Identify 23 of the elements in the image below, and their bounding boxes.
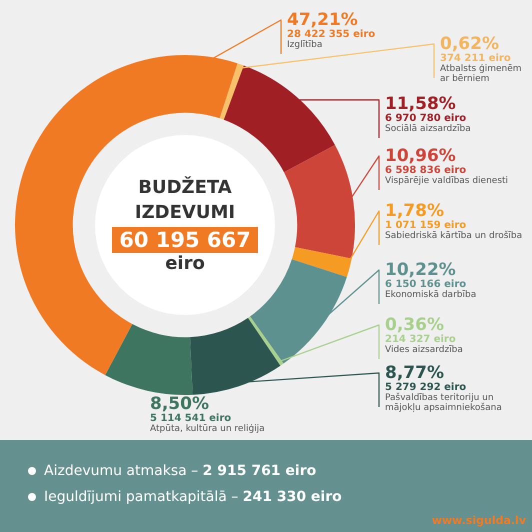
data-label: 0,36% 214 327 eiro bbox=[385, 315, 457, 345]
text: Ieguldījumi pamatkapitālā – 241 330 eiro bbox=[44, 489, 342, 505]
slice-label: Pašvaldības teritoriju un mājokļu apsaimniekošana bbox=[385, 393, 503, 414]
slice-label: Sabiedriskā kārtība un drošība bbox=[385, 231, 524, 242]
data-label: 0,62% 374 211 eiro bbox=[440, 34, 512, 64]
slice-label: Atpūta, kultūra un reliģija bbox=[150, 424, 266, 435]
data-label: 1,78% 1 071 159 eiro bbox=[385, 201, 468, 231]
slice-label: Sociālā aizsardzība bbox=[385, 124, 472, 135]
slice-label: Izglītība bbox=[287, 40, 324, 51]
slice-label: Atbalsts ģimenēm ar bērniem bbox=[440, 64, 523, 84]
data-label: 11,58% 6 970 780 eiro bbox=[385, 94, 468, 124]
data-label: 47,21% 28 422 355 eiro bbox=[287, 10, 376, 40]
data-label: 10,22% 6 150 166 eiro bbox=[385, 260, 468, 290]
slice-label: Vides aizsardzība bbox=[385, 345, 464, 356]
text: BUDŽETA IZDEVUMI bbox=[134, 176, 236, 224]
slice-label: Ekonomiskā darbība bbox=[385, 290, 478, 301]
data-label: 8,77% 5 279 292 eiro bbox=[385, 363, 468, 393]
text: Aizdevumu atmaksa – 2 915 761 eiro bbox=[44, 463, 316, 479]
text: 60 195 667 eiro bbox=[118, 226, 252, 274]
slice-label: Vispārējie valdības dienesti bbox=[385, 176, 510, 187]
data-label: 8,50% 5 114 541 eiro bbox=[150, 394, 232, 424]
data-label: 10,96% 6 598 836 eiro bbox=[385, 146, 468, 176]
text: www.sigulda.lv bbox=[432, 514, 526, 527]
